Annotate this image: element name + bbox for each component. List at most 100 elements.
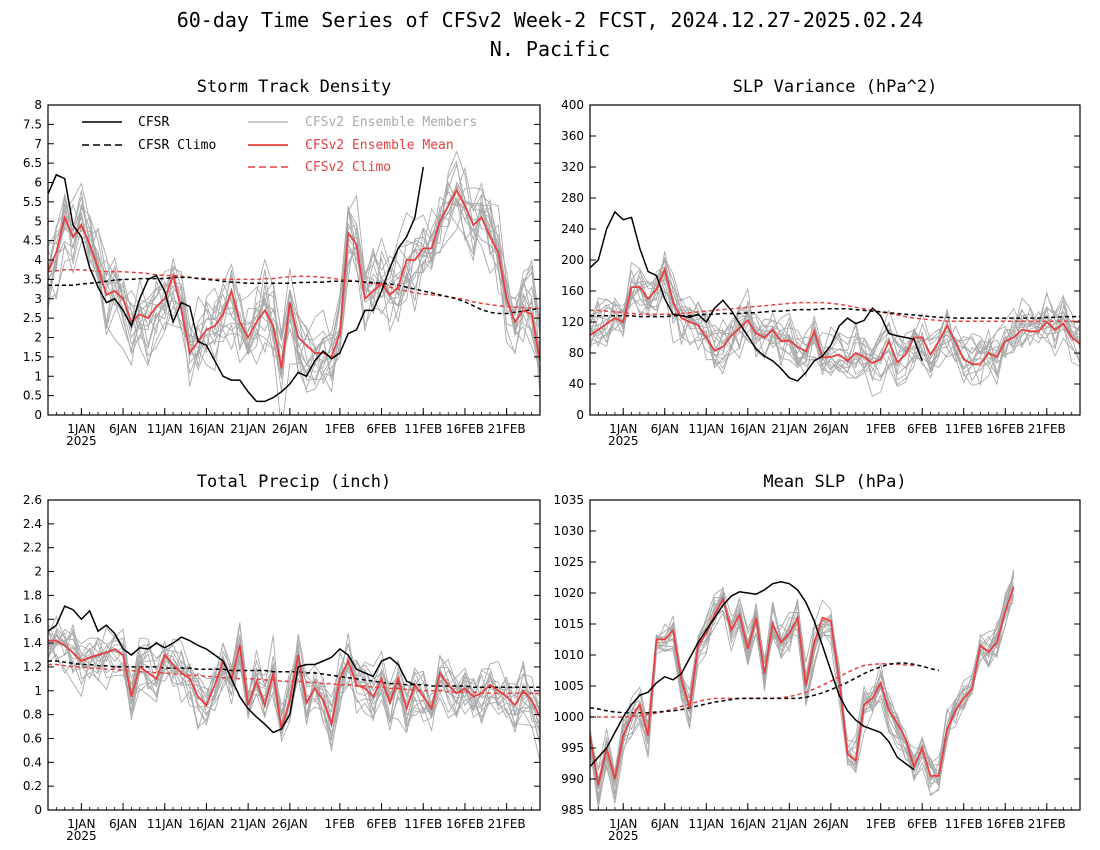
slp-variance-ens-mean-line <box>590 266 1080 366</box>
legend-cfsr-climo-label: CFSR Climo <box>138 138 216 153</box>
storm-track-density-x-tick-label: 21FEB <box>488 422 526 436</box>
mean-slp-plot-area <box>590 569 1015 809</box>
mean-slp-x-tick-label: 1FEB <box>865 817 895 831</box>
storm-track-density-y-tick-label: 2.5 <box>23 311 42 325</box>
slp-variance-y-tick-label: 0 <box>576 408 584 422</box>
mean-slp-y-tick-label: 995 <box>561 741 584 755</box>
legend-cfsr-label: CFSR <box>138 115 169 130</box>
total-precip-plot-area <box>48 605 540 762</box>
mean-slp-y-tick-label: 1030 <box>553 524 584 538</box>
slp-variance-x-tick-year-label: 2025 <box>608 434 639 448</box>
total-precip-y-tick-label: 0 <box>34 803 42 817</box>
mean-slp-x-tick-year-label: 2025 <box>608 829 639 843</box>
storm-track-density-x-tick-label: 6FEB <box>366 422 396 436</box>
storm-track-density-y-tick-label: 0.5 <box>23 389 42 403</box>
slp-variance-x-tick-label: 16JAN <box>730 422 766 436</box>
mean-slp-x-tick-label: 11JAN <box>688 817 724 831</box>
slp-variance-x-tick-label: 1JAN <box>609 422 637 436</box>
storm-track-density-panel: Storm Track Density 0 0.5 1 1.5 2 2.5 3 3.5 4 4.5 5… <box>23 77 541 448</box>
slp-variance-panel: SLP Variance (hPa^2) 0 40 80 120 160 200 240 280… <box>561 77 1081 448</box>
storm-track-density-y-tick-label: 5.5 <box>23 195 42 209</box>
storm-track-density-frame <box>47 104 541 416</box>
slp-variance-x-tick-label: 6JAN <box>651 422 679 436</box>
slp-variance-y-tick-label: 120 <box>561 315 584 329</box>
slp-variance-y-tick-label: 40 <box>569 377 584 391</box>
mean-slp-y-tick-label: 1005 <box>553 679 584 693</box>
total-precip-x-tick-year-label: 2025 <box>66 829 97 843</box>
slp-variance-x-tick-label: 11JAN <box>688 422 724 436</box>
slp-variance-y-tick-label: 320 <box>561 160 584 174</box>
slp-variance-member-line <box>590 268 1080 388</box>
mean-slp-ens-mean-line <box>590 586 1015 786</box>
mean-slp-cfsr-climo-line <box>590 662 939 714</box>
mean-slp-x-tick-label: 16FEB <box>986 817 1024 831</box>
storm-track-density-member-line <box>48 185 540 372</box>
mean-slp-y-tick-label: 985 <box>561 803 584 817</box>
slp-variance-cfsr-climo-line <box>590 308 1080 319</box>
mean-slp-x-tick-label: 11FEB <box>945 817 983 831</box>
storm-track-density-ens-mean-line <box>48 188 540 369</box>
slp-variance-cfsr-line <box>590 210 923 382</box>
mean-slp-x-tick-label: 21JAN <box>771 817 807 831</box>
mean-slp-x-tick-label: 1JAN <box>609 817 637 831</box>
total-precip-x-tick-label: 16JAN <box>189 817 225 831</box>
mean-slp-x-tick-label: 6JAN <box>651 817 679 831</box>
figure-title: 60-day Time Series of CFSv2 Week-2 FCST,… <box>177 8 924 32</box>
mean-slp-y-tick-label: 1010 <box>553 648 584 662</box>
total-precip-y-tick-label: 2.4 <box>23 517 42 531</box>
storm-track-density-y-tick-label: 2 <box>34 331 42 345</box>
total-precip-y-tick-label: 2.2 <box>23 541 42 555</box>
total-precip-y-tick-label: 0.6 <box>23 731 42 745</box>
slp-variance-y-tick-label: 280 <box>561 191 584 205</box>
storm-track-density-y-tick-label: 8 <box>34 98 42 112</box>
total-precip-y-tick-label: 0.8 <box>23 708 42 722</box>
total-precip-y-tick-label: 1.8 <box>23 588 42 602</box>
storm-track-density-cfsv2-climo-line <box>48 268 540 310</box>
mean-slp-member-line <box>590 595 1015 804</box>
storm-track-density-member-line <box>48 196 540 369</box>
total-precip-panel: Total Precip (inch) 0 0.2 0.4 0.6 0.8 1 1.2 1.4 1… <box>23 472 541 843</box>
slp-variance-x-tick-label: 21FEB <box>1028 422 1066 436</box>
mean-slp-panel: Mean SLP (hPa) 985 990 995 1000 1005 1010 1015 1… <box>553 472 1081 843</box>
total-precip-x-tick-label: 21JAN <box>230 817 266 831</box>
storm-track-density-cfsr-climo-line <box>48 276 540 315</box>
total-precip-y-tick-label: 2.6 <box>23 493 42 507</box>
slp-variance-x-tick-label: 16FEB <box>986 422 1024 436</box>
slp-variance-x-tick-label: 21JAN <box>771 422 807 436</box>
storm-track-density-y-tick-label: 1.5 <box>23 350 42 364</box>
total-precip-x-tick-label: 6FEB <box>366 817 396 831</box>
storm-track-density-member-line <box>48 150 540 380</box>
mean-slp-x-tick-label: 26JAN <box>813 817 849 831</box>
mean-slp-member-line <box>590 588 1015 809</box>
storm-track-density-member-line <box>48 163 540 393</box>
legend-cfsv2-climo-label: CFSv2 Climo <box>305 160 391 175</box>
total-precip-cfsr-climo-line <box>48 660 540 688</box>
mean-slp-title: Mean SLP (hPa) <box>763 472 906 492</box>
mean-slp-y-tick-label: 990 <box>561 772 584 786</box>
slp-variance-title: SLP Variance (hPa^2) <box>733 77 938 97</box>
storm-track-density-y-tick-label: 1 <box>34 369 42 383</box>
mean-slp-y-tick-label: 1000 <box>553 710 584 724</box>
total-precip-cfsr-line <box>48 605 416 734</box>
storm-track-density-y-tick-label: 3.5 <box>23 272 42 286</box>
storm-track-density-x-tick-label: 6JAN <box>109 422 137 436</box>
storm-track-density-cfsr-line <box>48 166 425 403</box>
storm-track-density-title: Storm Track Density <box>197 77 391 97</box>
mean-slp-member-line <box>590 584 1014 802</box>
total-precip-frame <box>47 499 541 811</box>
total-precip-y-tick-label: 1.6 <box>23 612 42 626</box>
mean-slp-y-tick-label: 1015 <box>553 617 584 631</box>
storm-track-density-x-tick-label: 21JAN <box>230 422 266 436</box>
total-precip-y-tick-label: 1 <box>34 684 42 698</box>
total-precip-y-tick-label: 1.2 <box>23 660 42 674</box>
slp-variance-y-tick-label: 240 <box>561 222 584 236</box>
storm-track-density-y-tick-label: 5 <box>34 214 42 228</box>
total-precip-x-tick-label: 6JAN <box>109 817 137 831</box>
slp-variance-x-tick-label: 6FEB <box>907 422 937 436</box>
storm-track-density-plot-area <box>48 150 540 415</box>
storm-track-density-x-tick-year-label: 2025 <box>66 434 97 448</box>
storm-track-density-member-line <box>48 199 540 374</box>
total-precip-x-tick-label: 1JAN <box>67 817 95 831</box>
slp-variance-cfsv2-climo-line <box>590 301 1080 322</box>
